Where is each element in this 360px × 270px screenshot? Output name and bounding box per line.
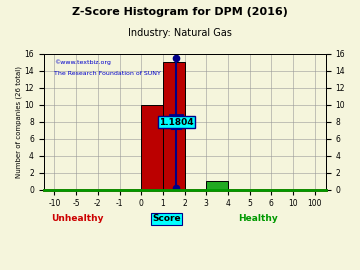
Text: Score: Score	[152, 214, 181, 223]
Text: Industry: Natural Gas: Industry: Natural Gas	[128, 28, 232, 38]
Bar	[141, 105, 163, 190]
Text: Unhealthy: Unhealthy	[51, 214, 104, 223]
Bar	[206, 181, 228, 190]
Text: The Research Foundation of SUNY: The Research Foundation of SUNY	[54, 72, 161, 76]
Y-axis label: Number of companies (26 total): Number of companies (26 total)	[15, 66, 22, 178]
Text: Z-Score Histogram for DPM (2016): Z-Score Histogram for DPM (2016)	[72, 7, 288, 17]
Text: Healthy: Healthy	[238, 214, 278, 223]
Text: ©www.textbiz.org: ©www.textbiz.org	[54, 60, 111, 65]
Text: 1.1804: 1.1804	[159, 117, 194, 127]
Bar	[163, 62, 185, 190]
